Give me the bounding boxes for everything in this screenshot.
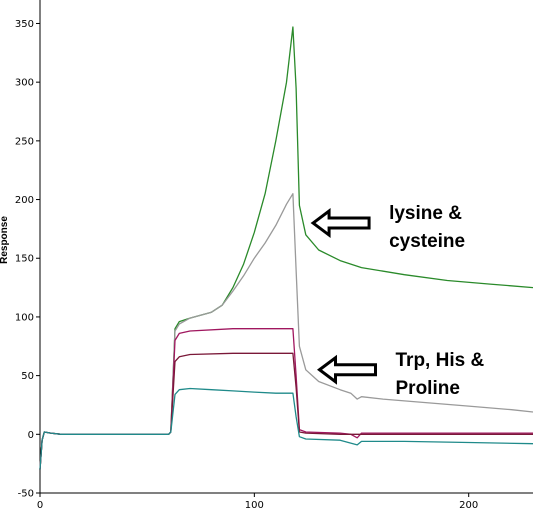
x-tick-label: 0	[37, 500, 43, 511]
annotation-text-1-2: cysteine	[389, 231, 465, 252]
y-tick-label: 100	[15, 312, 34, 323]
annotation-arrow-2	[317, 354, 378, 385]
y-tick-label: -50	[18, 489, 34, 500]
annotation-layer: lysine & cysteine Trp, His & Proline	[310, 203, 485, 399]
y-tick-label: 0	[28, 430, 34, 441]
y-tick-label: 250	[15, 136, 34, 147]
annotation-text-1-1: lysine &	[389, 203, 462, 224]
y-tick-label: 50	[21, 371, 34, 382]
annotation-arrow-1	[310, 208, 371, 239]
series-layer	[39, 26, 533, 470]
annotation-text-2-2: Proline	[396, 378, 460, 399]
y-axis-label: Response	[0, 216, 10, 264]
x-tick-label: 100	[245, 500, 264, 511]
y-tick-label: 150	[15, 254, 34, 265]
annotation-text-2-1: Trp, His &	[396, 350, 485, 371]
y-tick-label: 350	[15, 19, 34, 30]
y-tick-label: 300	[15, 78, 34, 89]
series-line-5	[39, 387, 533, 470]
x-tick-label: 200	[459, 500, 478, 511]
y-tick-label: 200	[15, 195, 34, 206]
